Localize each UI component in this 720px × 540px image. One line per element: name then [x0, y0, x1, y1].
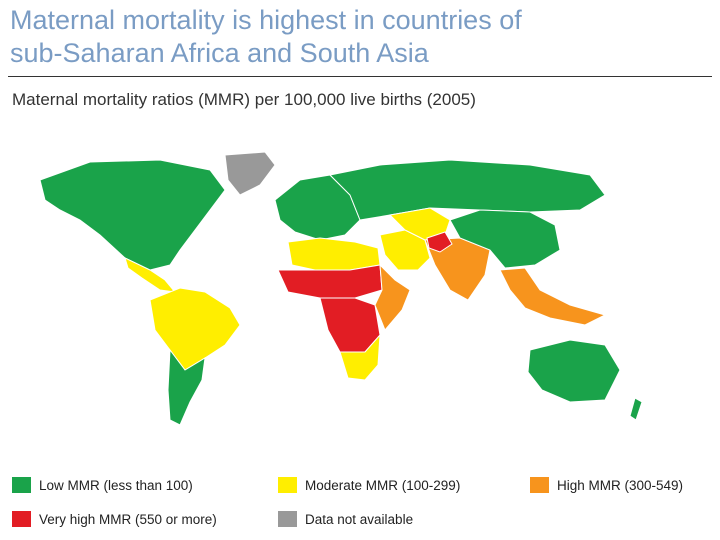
title-divider: [8, 76, 712, 77]
legend-label-moderate: Moderate MMR (100-299): [305, 477, 461, 493]
region-north-america: [39, 159, 226, 271]
region-australia: [527, 339, 621, 403]
legend-very-high: Very high MMR (550 or more): [12, 511, 217, 527]
region-sahel: [277, 264, 383, 299]
map-subtitle: Maternal mortality ratios (MMR) per 100,…: [12, 90, 476, 109]
region-china: [449, 209, 561, 269]
region-southeast-asia: [499, 267, 607, 326]
map-title: Maternal mortality is highest in countri…: [10, 4, 710, 70]
region-north-africa: [287, 237, 381, 271]
legend-moderate: Moderate MMR (100-299): [278, 477, 460, 493]
legend-swatch-moderate: [278, 477, 297, 493]
title-line-2: sub-Saharan Africa and South Asia: [10, 38, 429, 68]
legend-swatch-na: [278, 511, 297, 527]
legend-label-low: Low MMR (less than 100): [39, 477, 193, 493]
region-central-america: [124, 257, 177, 293]
region-south-america-south: [167, 348, 206, 426]
region-greenland: [224, 151, 276, 196]
region-southern-africa: [339, 333, 381, 381]
region-east-africa: [374, 263, 411, 331]
legend-swatch-very-high: [12, 511, 31, 527]
title-line-1: Maternal mortality is highest in countri…: [10, 5, 522, 35]
region-south-america-north: [149, 287, 241, 371]
legend-label-na: Data not available: [305, 511, 414, 527]
region-central-africa: [319, 297, 381, 353]
region-afghanistan: [426, 231, 453, 253]
legend-low: Low MMR (less than 100): [12, 477, 193, 493]
region-new-zealand: [629, 397, 643, 421]
region-europe: [274, 174, 361, 241]
legend-swatch-low: [12, 477, 31, 493]
legend-swatch-high: [530, 477, 549, 493]
legend-label-high: High MMR (300-549): [557, 477, 684, 493]
legend-high: High MMR (300-549): [530, 477, 683, 493]
region-russia: [328, 159, 606, 221]
world-map: [39, 151, 643, 426]
legend-na: Data not available: [278, 511, 413, 527]
legend-label-very-high: Very high MMR (550 or more): [39, 511, 217, 527]
